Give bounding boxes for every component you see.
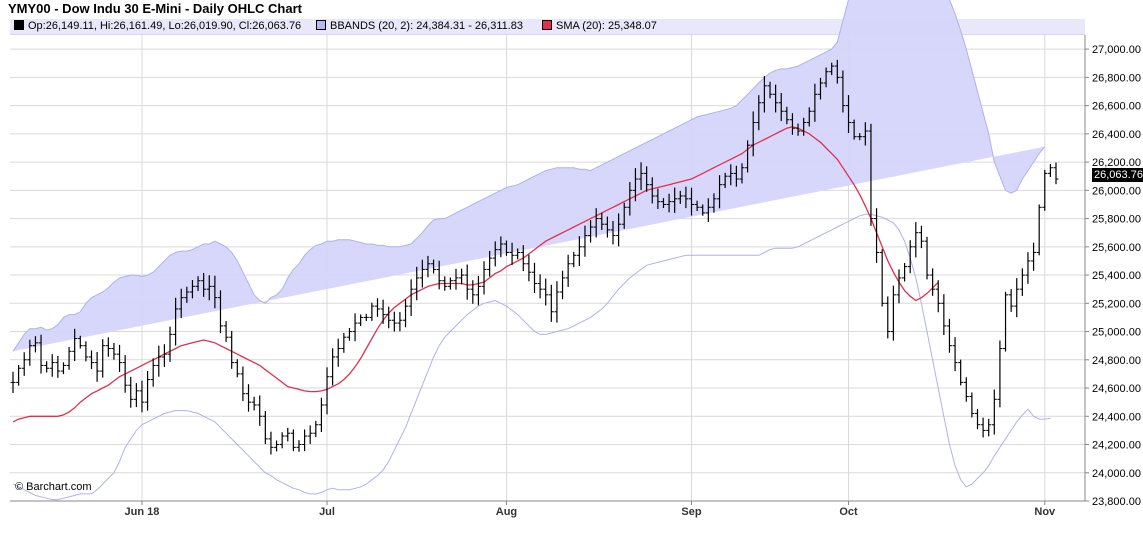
y-tick-label: 23,800.00 <box>1092 496 1141 508</box>
x-tick-label: Nov <box>1034 506 1056 518</box>
x-tick-label: Jun 18 <box>125 506 160 518</box>
y-tick-label: 25,400.00 <box>1092 270 1141 282</box>
y-tick-label: 24,000.00 <box>1092 468 1141 480</box>
x-tick-label: Oct <box>839 506 858 518</box>
legend-ohlc: Op:26,149.11, Hi:26,161.49, Lo:26,019.90… <box>14 20 301 32</box>
y-tick-label: 26,400.00 <box>1092 129 1141 141</box>
y-tick-label: 26,600.00 <box>1092 101 1141 113</box>
chart-title: YMY00 - Dow Indu 30 E-Mini - Daily OHLC … <box>8 1 302 16</box>
bbands-swatch-icon <box>316 20 326 30</box>
legend-sma: SMA (20): 25,348.07 <box>542 20 657 32</box>
y-tick-label: 24,200.00 <box>1092 440 1141 452</box>
bollinger-lower-line <box>12 213 1051 501</box>
y-tick-label: 25,000.00 <box>1092 327 1141 339</box>
y-tick-label: 27,000.00 <box>1092 44 1141 56</box>
y-tick-label: 25,800.00 <box>1092 214 1141 226</box>
ohlc-swatch-icon <box>14 20 24 30</box>
y-tick-label: 25,600.00 <box>1092 242 1141 254</box>
bollinger-band-area <box>13 0 1045 352</box>
y-tick-label: 24,800.00 <box>1092 355 1141 367</box>
legend-bar: Op:26,149.11, Hi:26,161.49, Lo:26,019.90… <box>10 19 1085 35</box>
x-tick-label: Aug <box>496 506 517 518</box>
y-tick-label: 24,400.00 <box>1092 411 1141 423</box>
legend-sma-text: SMA (20): 25,348.07 <box>556 20 657 32</box>
sma-line <box>12 126 939 423</box>
y-tick-label: 26,800.00 <box>1092 72 1141 84</box>
y-tick-label: 24,600.00 <box>1092 383 1141 395</box>
barchart-credit: © Barchart.com <box>15 481 92 493</box>
legend-bbands: BBANDS (20, 2): 24,384.31 - 26,311.83 <box>316 20 523 32</box>
sma-swatch-icon <box>542 20 552 30</box>
x-tick-label: Jul <box>319 506 335 518</box>
y-tick-label: 26,200.00 <box>1092 157 1141 169</box>
bollinger-upper-line <box>12 0 1046 352</box>
legend-bbands-text: BBANDS (20, 2): 24,384.31 - 26,311.83 <box>330 20 524 32</box>
y-tick-label: 25,200.00 <box>1092 298 1141 310</box>
legend-ohlc-text: Op:26,149.11, Hi:26,161.49, Lo:26,019.90… <box>28 20 302 32</box>
last-price-tag: 26,063.76 <box>1092 168 1143 182</box>
x-tick-label: Sep <box>681 506 701 518</box>
y-tick-label: 26,000.00 <box>1092 185 1141 197</box>
